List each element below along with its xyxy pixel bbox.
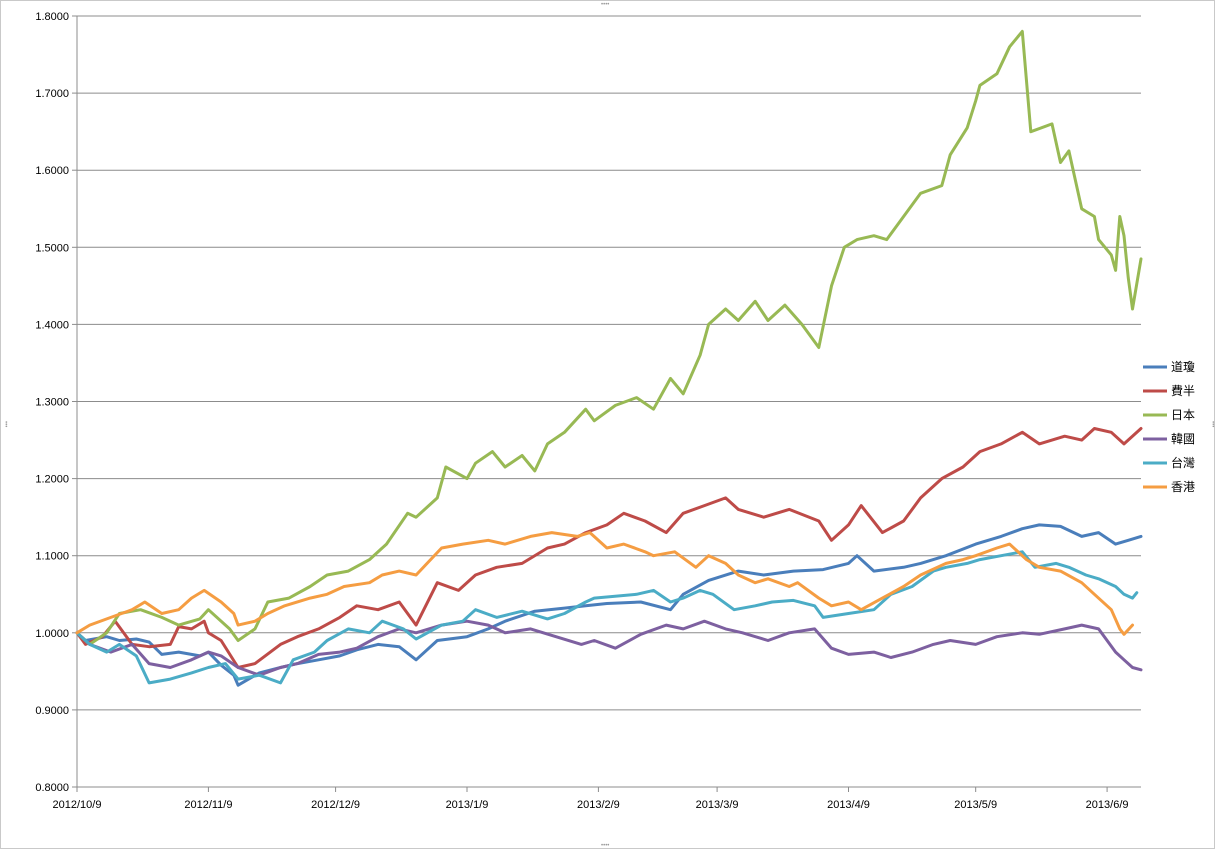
legend-label: 日本 [1171,408,1195,422]
series-line-4 [75,619,1143,677]
x-tick-label: 2013/4/9 [827,799,870,811]
legend-label: 香港 [1171,480,1195,494]
resize-handle-top-icon[interactable]: •••• [601,2,610,8]
y-tick-label: 1.5000 [35,242,69,254]
x-tick-label: 2013/1/9 [446,799,489,811]
legend-label: 道瓊 [1171,359,1195,374]
y-tick-label: 1.1000 [35,551,69,563]
legend-label: 費半 [1171,383,1195,398]
series-lines [75,29,1143,687]
y-tick-label: 1.2000 [35,474,69,486]
y-tick-label: 1.4000 [35,319,69,331]
x-tick-label: 2013/5/9 [954,799,997,811]
gridlines [77,15,1141,788]
y-tick-label: 1.8000 [35,11,69,23]
x-tick-label: 2012/12/9 [311,799,360,811]
resize-handle-bottom-icon[interactable]: •••• [601,843,610,849]
y-tick-label: 0.8000 [35,782,69,794]
x-tick-label: 2013/2/9 [577,799,620,811]
x-tick-label: 2013/6/9 [1086,799,1129,811]
x-tick-label: 2013/3/9 [696,799,739,811]
axes: 0.8000 0.9000 1.0000 1.1000 1.2000 1.3000 1.40… [35,11,1141,811]
series-line-5 [75,550,1139,685]
legend-label: 韓國 [1171,432,1195,446]
series-line-3 [75,29,1143,646]
y-tick-label: 1.3000 [35,397,69,409]
resize-handle-left-icon[interactable]: ••• [2,421,8,428]
y-tick-label: 1.7000 [35,88,69,100]
y-tick-label: 1.6000 [35,165,69,177]
y-tick-label: 1.0000 [35,628,69,640]
resize-handle-right-icon[interactable]: ••• [1209,421,1215,428]
y-tick-label: 0.9000 [35,705,69,717]
x-tick-label: 2012/11/9 [184,799,232,811]
x-tick-label: 2012/10/9 [53,799,102,811]
series-line-6 [75,531,1134,636]
legend-label: 台灣 [1171,455,1195,470]
